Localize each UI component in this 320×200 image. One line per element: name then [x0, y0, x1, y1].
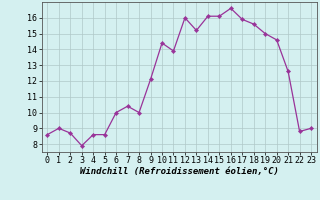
X-axis label: Windchill (Refroidissement éolien,°C): Windchill (Refroidissement éolien,°C): [80, 167, 279, 176]
